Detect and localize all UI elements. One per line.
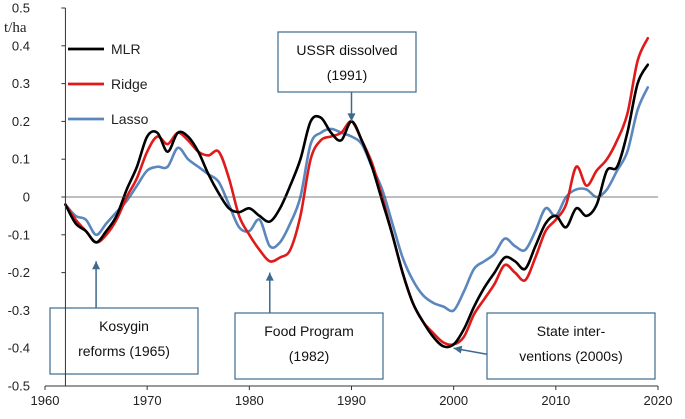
y-tick-label: 0.2: [12, 114, 30, 129]
x-tick-label: 1980: [235, 393, 264, 408]
x-tick-group: 1960 1970 1980 1990 2000 2010 2020: [31, 386, 673, 408]
y-tick-label: -0.1: [8, 227, 30, 242]
y-tick-label: 0.3: [12, 76, 30, 91]
legend-label-ridge: Ridge: [111, 76, 148, 92]
series-line-mlr: [64, 63, 650, 349]
y-tick-label: -0.3: [8, 303, 30, 318]
annotation-1-text: USSR dissolved: [296, 42, 397, 58]
y-tick-label: 0.1: [12, 152, 30, 167]
annotation-3-arrowhead: [265, 272, 274, 281]
series-line-lasso: [64, 86, 650, 313]
x-tick-label: 2010: [541, 393, 570, 408]
legend: MLR Ridge Lasso: [68, 41, 149, 127]
annotation-1-arrowhead: [347, 113, 356, 122]
annotation-2-arrowhead: [92, 261, 101, 270]
x-tick-label: 1960: [31, 393, 60, 408]
annotation-4-arrowhead: [453, 345, 463, 354]
legend-label-mlr: MLR: [111, 41, 141, 57]
x-tick-label: 1970: [133, 393, 162, 408]
annotation-group: USSR dissolved (1991) Kosygin reforms (1965…: [49, 31, 656, 380]
y-tick-label: 0: [23, 190, 30, 205]
x-tick-label: 2020: [644, 393, 673, 408]
series-group: [64, 36, 650, 349]
legend-label-lasso: Lasso: [111, 111, 149, 127]
annotation-2-box: [49, 307, 199, 375]
annotation-4-box: [486, 312, 656, 380]
x-tick-label: 2000: [439, 393, 468, 408]
y-tick-label: 0.5: [12, 1, 30, 16]
annotation-2-text: reforms (1965): [78, 343, 170, 359]
y-tick-label: 0.4: [12, 38, 30, 53]
annotation-3-text: (1982): [289, 348, 329, 364]
y-tick-label: -0.5: [8, 379, 30, 394]
annotation-1-text: (1991): [327, 67, 367, 83]
y-tick-label: -0.4: [8, 341, 30, 356]
y-tick-group: -0.5 -0.4 -0.3 -0.2 -0.1 0 0.1 0.2 0.3 0.4 0.5: [8, 1, 66, 394]
annotation-1-box: [277, 31, 417, 93]
y-tick-label: -0.2: [8, 265, 30, 280]
annotation-4-text: State inter-: [537, 323, 606, 339]
annotation-3-box: [234, 312, 384, 380]
x-tick-label: 1990: [337, 393, 366, 408]
annotation-4-text: ventions (2000s): [519, 348, 623, 364]
annotation-3-text: Food Program: [264, 323, 353, 339]
y-axis-label: t/ha: [4, 20, 27, 36]
annotation-2-text: Kosygin: [99, 318, 149, 334]
